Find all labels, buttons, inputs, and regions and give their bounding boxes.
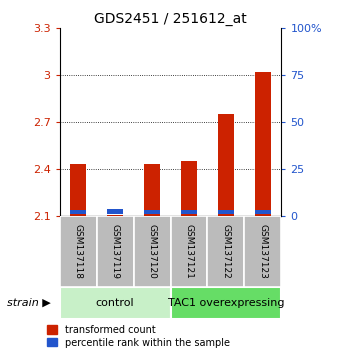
Bar <box>170 216 207 287</box>
Text: control: control <box>96 298 134 308</box>
Bar <box>97 216 134 287</box>
Bar <box>70 164 87 216</box>
Bar <box>144 164 160 216</box>
Text: GSM137123: GSM137123 <box>258 224 267 279</box>
Bar <box>254 72 271 216</box>
Bar <box>218 210 234 213</box>
Bar <box>107 215 123 216</box>
Bar <box>218 114 234 216</box>
Bar <box>60 287 170 319</box>
Bar <box>254 211 271 214</box>
Bar <box>107 209 123 213</box>
Bar <box>70 211 87 214</box>
Legend: transformed count, percentile rank within the sample: transformed count, percentile rank withi… <box>47 325 230 348</box>
Text: GSM137122: GSM137122 <box>221 224 231 279</box>
Bar <box>244 216 281 287</box>
Title: GDS2451 / 251612_at: GDS2451 / 251612_at <box>94 12 247 26</box>
Bar <box>60 216 97 287</box>
Text: TAC1 overexpressing: TAC1 overexpressing <box>168 298 284 308</box>
Bar <box>170 287 281 319</box>
Text: GSM137118: GSM137118 <box>74 224 83 279</box>
Bar <box>134 216 170 287</box>
Text: GSM137119: GSM137119 <box>110 224 120 279</box>
Text: GSM137120: GSM137120 <box>148 224 157 279</box>
Bar <box>181 161 197 216</box>
Bar <box>144 211 160 214</box>
Bar <box>207 216 244 287</box>
Bar <box>181 211 197 214</box>
Text: GSM137121: GSM137121 <box>184 224 193 279</box>
Text: strain ▶: strain ▶ <box>7 298 50 308</box>
